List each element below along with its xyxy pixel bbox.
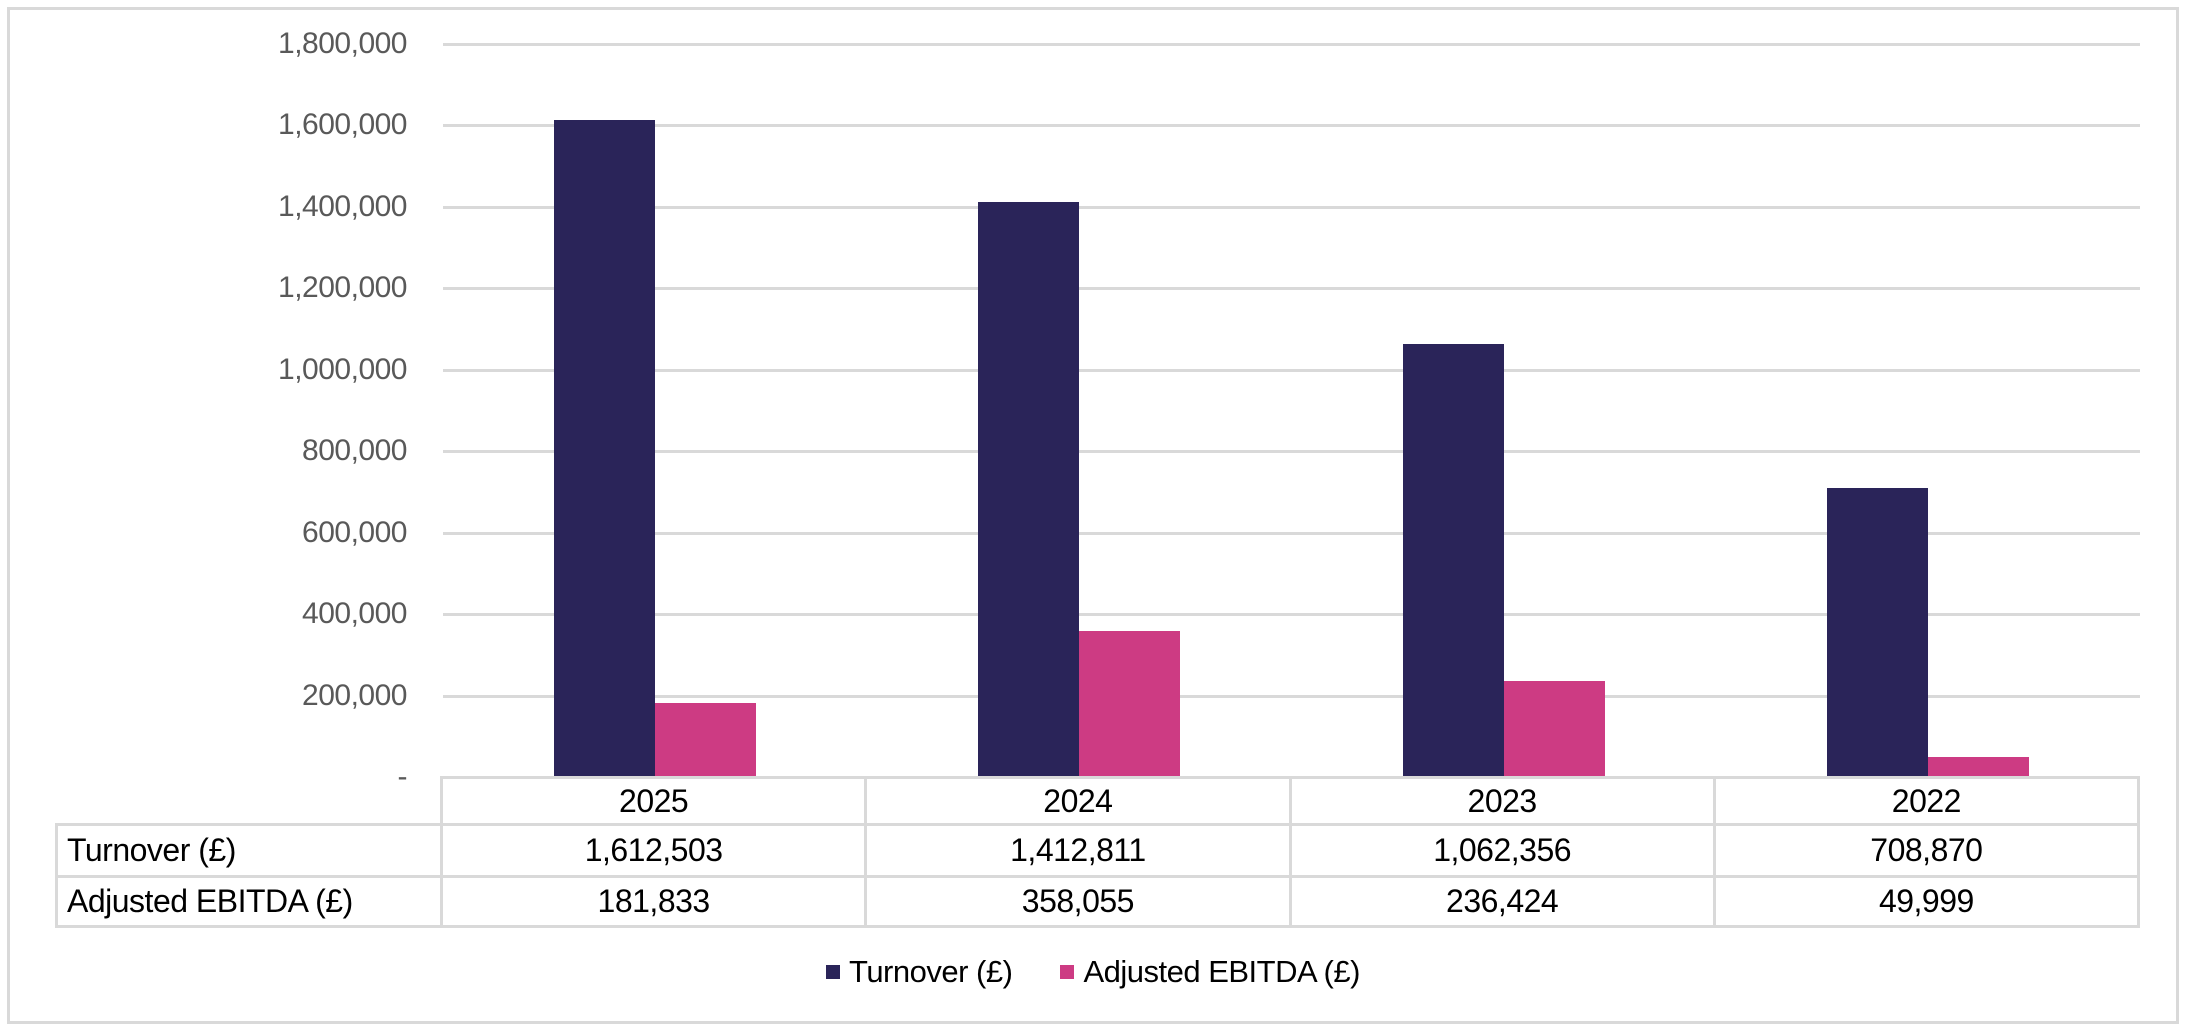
bar-adjusted-ebitda-2024[interactable] [1079, 631, 1181, 777]
bar-turnover-2022[interactable] [1826, 488, 1928, 777]
table-value-turnover-2024: 1,412,811 [867, 826, 1292, 878]
legend-label-adjusted-ebitda: Adjusted EBITDA (£) [1083, 954, 1360, 989]
gridline [443, 124, 2140, 128]
table-year-header-2025: 2025 [443, 776, 868, 826]
legend-item-turnover[interactable]: Turnover (£) [826, 954, 1013, 990]
gridline [443, 43, 2140, 46]
table-row-header-turnover: Turnover (£) [55, 826, 443, 878]
table-year-header-2024: 2024 [867, 776, 1292, 826]
table-value-turnover-2022: 708,870 [1715, 826, 2140, 878]
y-tick-label: - [397, 760, 408, 793]
gridline [443, 205, 2140, 209]
y-tick-label: 400,000 [302, 597, 407, 631]
y-tick-label: 1,600,000 [278, 108, 407, 142]
y-tick-label: 600,000 [302, 515, 407, 549]
legend: Turnover (£) Adjusted EBITDA (£) [0, 948, 2186, 996]
bar-adjusted-ebitda-2025[interactable] [655, 702, 757, 777]
table-value-adjusted-ebitda-2022: 49,999 [1715, 878, 2140, 928]
bar-adjusted-ebitda-2022[interactable] [1927, 756, 2029, 777]
plot-area [443, 43, 2140, 777]
table-value-adjusted-ebitda-2024: 358,055 [867, 878, 1292, 928]
legend-label-turnover: Turnover (£) [849, 954, 1013, 989]
bar-adjusted-ebitda-2023[interactable] [1503, 680, 1605, 777]
bar-turnover-2023[interactable] [1402, 344, 1504, 777]
table-value-adjusted-ebitda-2025: 181,833 [443, 878, 868, 928]
adjusted-ebitda-swatch-icon [1060, 965, 1075, 979]
y-tick-label: 800,000 [302, 434, 407, 468]
y-tick-label: 1,800,000 [278, 27, 407, 60]
gridline [443, 450, 2140, 454]
data-table: 2025 2024 2023 2022 Turnover (£) 1,612,503 1,4… [55, 776, 2140, 928]
gridline [443, 287, 2140, 291]
legend-item-adjusted-ebitda[interactable]: Adjusted EBITDA (£) [1060, 954, 1360, 990]
gridline [443, 531, 2140, 535]
table-corner-cell [55, 776, 443, 826]
gridline [443, 613, 2140, 617]
table-year-header-2022: 2022 [1715, 776, 2140, 826]
y-tick-label: 200,000 [302, 678, 407, 712]
gridline [443, 694, 2140, 698]
table-row-header-adjusted-ebitda: Adjusted EBITDA (£) [55, 878, 443, 928]
table-value-turnover-2025: 1,612,503 [443, 826, 868, 878]
y-tick-label: 1,000,000 [278, 352, 407, 386]
bar-turnover-2025[interactable] [554, 120, 656, 777]
gridline [443, 368, 2140, 372]
table-year-header-2023: 2023 [1291, 776, 1716, 826]
y-tick-label: 1,200,000 [278, 271, 407, 305]
table-value-adjusted-ebitda-2023: 236,424 [1291, 878, 1716, 928]
y-tick-label: 1,400,000 [278, 189, 407, 223]
bar-turnover-2024[interactable] [978, 201, 1080, 777]
table-value-turnover-2023: 1,062,356 [1291, 826, 1716, 878]
turnover-swatch-icon [826, 965, 841, 979]
y-axis-labels: 1,800,000 1,600,000 1,400,000 1,200,000 1,00… [0, 27, 407, 793]
